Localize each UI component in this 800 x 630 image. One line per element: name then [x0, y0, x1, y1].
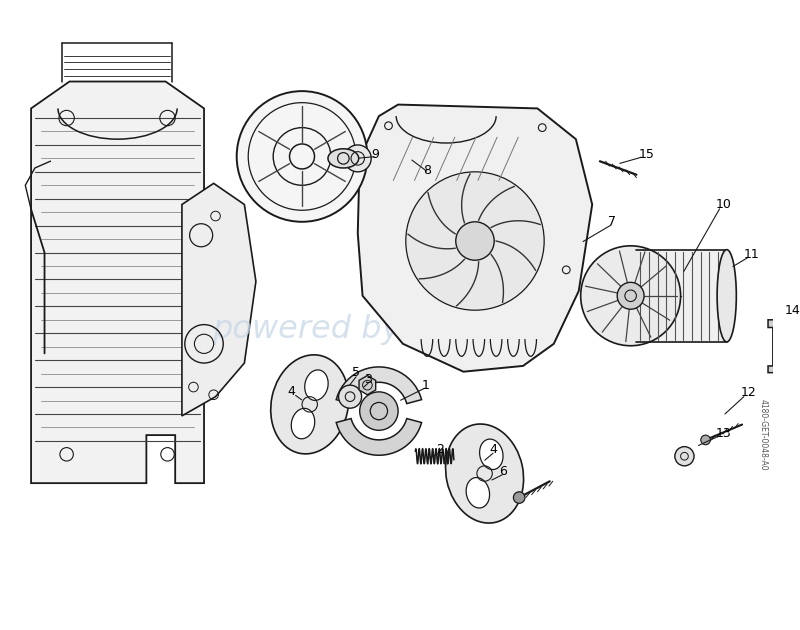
Polygon shape — [358, 105, 592, 372]
Text: 14: 14 — [784, 304, 800, 317]
Polygon shape — [336, 367, 422, 404]
Text: 4180-GET-0048-A0: 4180-GET-0048-A0 — [758, 399, 768, 471]
Text: 9: 9 — [371, 148, 379, 161]
Circle shape — [617, 282, 644, 309]
Text: 11: 11 — [744, 248, 760, 261]
Ellipse shape — [305, 370, 328, 401]
Circle shape — [344, 145, 371, 172]
Text: 10: 10 — [715, 198, 731, 211]
Circle shape — [675, 447, 694, 466]
Ellipse shape — [446, 424, 523, 523]
Text: 5: 5 — [352, 366, 360, 379]
Circle shape — [514, 492, 525, 503]
Polygon shape — [31, 81, 204, 483]
Text: 7: 7 — [607, 215, 615, 228]
Circle shape — [338, 385, 362, 408]
Polygon shape — [637, 249, 726, 342]
Text: 4: 4 — [288, 386, 295, 398]
Text: 1: 1 — [421, 379, 429, 392]
Polygon shape — [336, 418, 422, 455]
Ellipse shape — [328, 149, 358, 168]
Text: powered by 1stsares: powered by 1stsares — [212, 314, 546, 345]
Polygon shape — [768, 320, 781, 373]
Text: 15: 15 — [638, 148, 654, 161]
Polygon shape — [182, 183, 256, 416]
Ellipse shape — [479, 439, 503, 469]
Text: 2: 2 — [437, 443, 445, 456]
Text: 12: 12 — [740, 386, 756, 399]
Text: 4: 4 — [490, 443, 498, 456]
Circle shape — [406, 172, 544, 310]
Ellipse shape — [466, 478, 490, 508]
Text: 8: 8 — [423, 164, 431, 178]
Circle shape — [456, 222, 494, 260]
Circle shape — [701, 435, 710, 445]
Ellipse shape — [270, 355, 349, 454]
Polygon shape — [359, 375, 376, 395]
Circle shape — [360, 392, 398, 430]
Circle shape — [581, 246, 681, 346]
Text: 3: 3 — [365, 373, 372, 386]
Ellipse shape — [291, 408, 314, 439]
Ellipse shape — [717, 249, 736, 342]
Text: 6: 6 — [499, 465, 507, 478]
Text: 13: 13 — [715, 427, 731, 440]
Circle shape — [237, 91, 367, 222]
